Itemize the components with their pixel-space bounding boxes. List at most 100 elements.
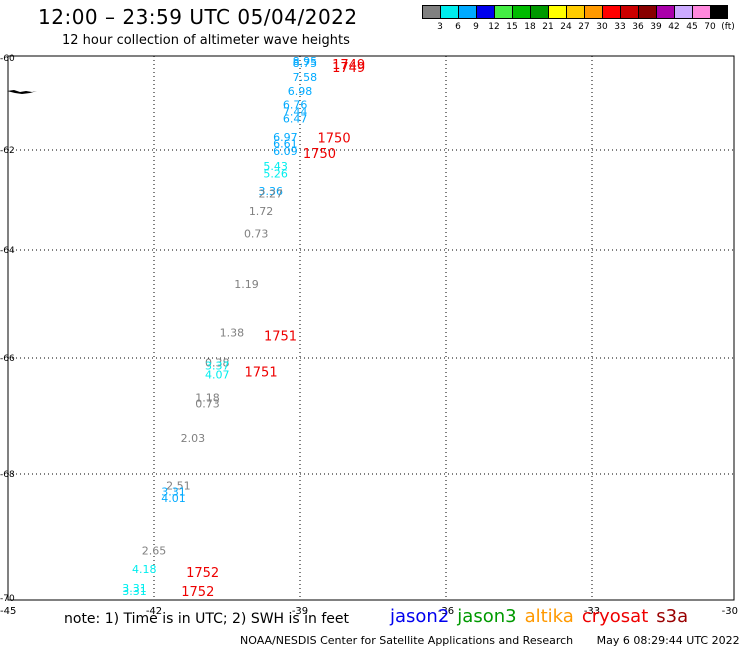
lon-tick-label: -39 bbox=[292, 606, 308, 617]
swh-value: 3.36 bbox=[259, 185, 284, 198]
swh-value: 0.73 bbox=[195, 397, 220, 410]
legend-label: 24 bbox=[560, 22, 572, 32]
legend-swatch bbox=[692, 5, 710, 19]
swh-labels: 8.958.757.586.986.767.446.47 6.976.616.09… bbox=[122, 55, 317, 598]
legend-label: 33 bbox=[614, 22, 626, 32]
legend-swatch bbox=[602, 5, 620, 19]
swh-value: 4.01 bbox=[161, 492, 186, 505]
legend-swatch bbox=[530, 5, 548, 19]
legend-label: 36 bbox=[632, 22, 644, 32]
swh-value: 6.47 bbox=[283, 112, 308, 125]
swh-value: 6.76 bbox=[283, 99, 308, 112]
swh-value: 7.58 bbox=[293, 71, 318, 84]
swh-value: 5.43 bbox=[263, 160, 288, 173]
swh-value: 7.44 bbox=[283, 106, 308, 119]
lat-tick-label: -70 bbox=[0, 594, 15, 604]
swh-value: 6.09 bbox=[273, 145, 298, 158]
legend-swatch bbox=[476, 5, 494, 19]
legend-swatch bbox=[656, 5, 674, 19]
pass-time-label: 1752 bbox=[186, 566, 219, 581]
lon-tick-label: -42 bbox=[146, 606, 162, 617]
legend-label: 12 bbox=[488, 22, 500, 32]
lat-tick-label: -60 bbox=[0, 54, 15, 64]
swh-value: 1.18 bbox=[195, 392, 220, 405]
swh-value: 5.26 bbox=[263, 168, 288, 181]
swh-value: 3.31 bbox=[161, 486, 186, 499]
color-legend bbox=[422, 5, 728, 19]
swh-value: 2.03 bbox=[181, 432, 206, 445]
pass-time-label: 1752 bbox=[181, 585, 214, 600]
satellite-cryosat: cryosat bbox=[581, 606, 649, 627]
footer-org: NOAA/NESDIS Center for Satellite Applica… bbox=[240, 634, 574, 647]
legend-label: 42 bbox=[668, 22, 680, 32]
swh-value: 2.65 bbox=[142, 545, 167, 558]
satellite-jason3: jason3 bbox=[457, 606, 517, 627]
swh-value: 6.61 bbox=[273, 138, 298, 151]
swh-value: 1.38 bbox=[220, 326, 245, 339]
swh-value: 0.73 bbox=[244, 228, 269, 241]
swh-value: 4.18 bbox=[132, 563, 157, 576]
swh-value: 3.31 bbox=[122, 582, 147, 595]
lon-tick-label: -33 bbox=[584, 606, 600, 617]
swh-value: 8.75 bbox=[293, 57, 318, 70]
legend-label: 3 bbox=[437, 22, 443, 32]
footer-timestamp: May 6 08:29:44 UTC 2022 bbox=[596, 634, 740, 647]
page-title: 12:00 – 23:59 UTC 05/04/2022 bbox=[38, 5, 358, 29]
lat-tick-label: -68 bbox=[0, 470, 15, 480]
legend-label: 30 bbox=[596, 22, 608, 32]
legend-swatch bbox=[512, 5, 530, 19]
lat-tick-label: -62 bbox=[0, 146, 15, 156]
legend-label: 18 bbox=[524, 22, 536, 32]
page-subtitle: 12 hour collection of altimeter wave hei… bbox=[62, 33, 350, 48]
swh-value: 4.07 bbox=[205, 368, 230, 381]
lat-tick-label: -66 bbox=[0, 354, 15, 364]
swh-value: 8.95 bbox=[293, 55, 318, 68]
map-frame bbox=[7, 55, 735, 601]
pass-time-label: 1751 bbox=[245, 366, 278, 381]
pass-time-label: 1749 bbox=[332, 58, 365, 73]
island-shape bbox=[7, 90, 37, 94]
legend-label: 6 bbox=[455, 22, 461, 32]
lon-tick-label: -45 bbox=[0, 606, 16, 617]
satellite-jason2: jason2 bbox=[390, 606, 450, 627]
lon-tick-label: -30 bbox=[722, 606, 738, 617]
legend-label: 21 bbox=[542, 22, 554, 32]
swh-value: 2.51 bbox=[166, 480, 191, 493]
swh-value: 6.97 bbox=[273, 131, 298, 144]
footer: NOAA/NESDIS Center for Satellite Applica… bbox=[240, 634, 740, 647]
legend-swatch bbox=[494, 5, 512, 19]
swh-value: 6.98 bbox=[288, 85, 313, 98]
swh-value: 3.37 bbox=[205, 360, 230, 373]
satellite-s3a: s3a bbox=[656, 606, 689, 627]
pass-time-label: 1750 bbox=[318, 132, 351, 147]
legend-swatch bbox=[458, 5, 476, 19]
swh-value: 0.38 bbox=[205, 357, 230, 370]
lon-tick-label: -36 bbox=[438, 606, 454, 617]
legend-label: 9 bbox=[473, 22, 479, 32]
swh-value: 2.27 bbox=[259, 188, 284, 201]
swh-value: 1.72 bbox=[249, 205, 274, 218]
legend-swatch bbox=[440, 5, 458, 19]
lat-tick-label: -64 bbox=[0, 246, 15, 256]
satellite-legend: jason2 jason3 altika cryosat s3a bbox=[390, 606, 696, 627]
legend-label: 45 bbox=[686, 22, 698, 32]
legend-swatch bbox=[674, 5, 692, 19]
legend-swatch bbox=[710, 5, 728, 19]
legend-swatch bbox=[422, 5, 440, 19]
note-text: note: 1) Time is in UTC; 2) SWH is in fe… bbox=[64, 611, 350, 627]
swh-value: 1.19 bbox=[234, 278, 259, 291]
swh-value: 3.31 bbox=[122, 585, 147, 598]
color-legend-labels: 3 6 9 12 15 18 21 24 27 30 33 36 39 42 45 70 (ft) bbox=[422, 22, 740, 34]
pass-time-label: 1751 bbox=[264, 329, 297, 344]
axis-ticks: -45 -42 -39 -36 -33 -30 -60 -62 -64 -66 -68 -70 bbox=[0, 54, 738, 617]
legend-swatch bbox=[638, 5, 656, 19]
legend-label: 70 bbox=[704, 22, 716, 32]
legend-swatch bbox=[584, 5, 602, 19]
land-features bbox=[7, 90, 37, 94]
legend-swatch bbox=[620, 5, 638, 19]
pass-time-label: 1749 bbox=[332, 61, 365, 76]
satellite-altika: altika bbox=[524, 606, 574, 627]
legend-swatch bbox=[566, 5, 584, 19]
